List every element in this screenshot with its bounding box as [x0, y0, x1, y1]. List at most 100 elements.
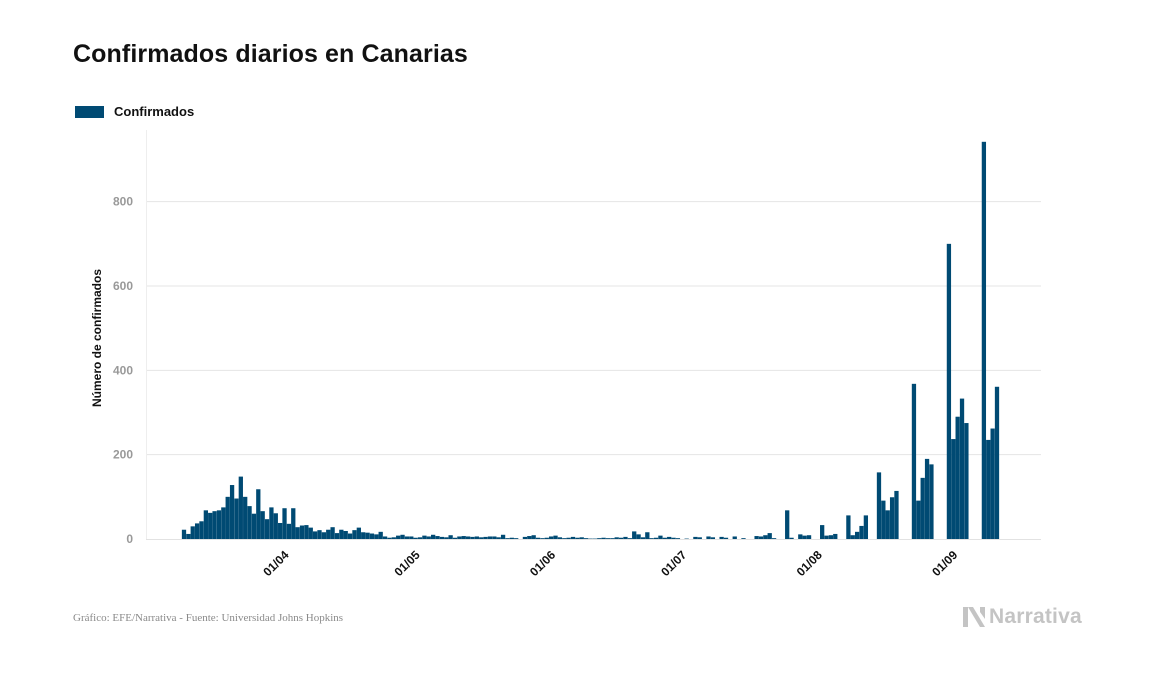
bar [920, 477, 925, 539]
y-axis-label: Número de confirmados [90, 268, 104, 408]
bar [955, 416, 960, 539]
bar [627, 538, 632, 539]
bar [221, 507, 226, 539]
bar [291, 508, 296, 539]
chart-title: Confirmados diarios en Canarias [73, 40, 468, 68]
bar [632, 531, 637, 539]
bar [238, 476, 243, 539]
bar [719, 536, 724, 539]
bar [535, 537, 541, 539]
y-tick-label: 400 [113, 363, 133, 377]
bar [850, 535, 855, 539]
bar [391, 537, 396, 539]
bar [400, 534, 405, 539]
bar [404, 536, 410, 539]
bar [946, 243, 952, 539]
x-tick-labels: 01/04 01/05 01/06 01/07 01/08 01/09 [260, 548, 960, 579]
bar [444, 537, 449, 539]
bar [889, 497, 895, 539]
bar [199, 521, 204, 539]
bar [260, 511, 265, 539]
bar [225, 496, 230, 539]
bar [531, 535, 536, 539]
bar [994, 386, 1000, 539]
bar [557, 537, 563, 539]
bar [697, 537, 702, 539]
x-tick-label: 01/06 [527, 548, 558, 579]
bar [789, 537, 794, 539]
bar [457, 536, 462, 539]
bar [986, 439, 991, 539]
bar [435, 536, 440, 539]
bar [251, 513, 257, 539]
bar [741, 538, 746, 539]
bar [623, 536, 628, 539]
bar [378, 531, 383, 539]
bar [278, 522, 283, 539]
bar [575, 537, 580, 539]
bar [894, 490, 899, 539]
bar [479, 537, 484, 539]
bar [876, 472, 882, 539]
bar [601, 537, 606, 539]
bar [509, 537, 514, 539]
bar [785, 510, 790, 539]
bar [916, 500, 921, 539]
bar [365, 532, 370, 539]
bar [553, 535, 558, 539]
y-tick-label: 200 [113, 448, 133, 462]
brand: Narrativa [963, 605, 1082, 629]
bar [216, 510, 222, 539]
bar [859, 525, 864, 539]
bar [256, 489, 261, 539]
bar [667, 536, 672, 539]
bar [636, 534, 641, 539]
bar [452, 537, 458, 539]
bar [496, 537, 501, 539]
bar [732, 536, 737, 539]
bar [409, 536, 414, 539]
bar [754, 536, 759, 539]
bar [347, 533, 353, 539]
bar [387, 537, 392, 539]
bar [352, 530, 357, 539]
bar [361, 532, 366, 539]
bar [326, 529, 331, 539]
x-tick-label: 01/05 [392, 548, 423, 579]
bar [767, 533, 772, 539]
bar [286, 523, 292, 539]
bar [671, 537, 676, 539]
bar [990, 428, 995, 539]
bar [798, 534, 803, 539]
x-tick-label: 01/09 [929, 548, 960, 579]
bar [675, 538, 681, 539]
bar [339, 529, 344, 539]
bar [234, 498, 239, 539]
bar [527, 536, 532, 539]
bar [959, 398, 965, 539]
bar [981, 141, 987, 539]
bar [911, 383, 917, 539]
bar [583, 538, 589, 539]
bar [570, 536, 576, 539]
bar [321, 532, 327, 539]
bar [208, 512, 213, 539]
y-tick-labels: 0 200 400 600 800 [113, 195, 133, 546]
bar [618, 537, 624, 539]
bar [282, 508, 287, 539]
bar [247, 506, 252, 539]
bar [605, 538, 611, 539]
source-note: Gráfico: EFE/Narrativa - Fuente: Univers… [73, 612, 344, 624]
bar [374, 534, 379, 539]
bar [610, 538, 615, 539]
bar [544, 537, 549, 539]
bar [470, 536, 475, 539]
bar [212, 511, 217, 539]
narrativa-logo-icon [963, 607, 985, 627]
bar [190, 526, 195, 539]
bar [597, 538, 602, 539]
bar [706, 536, 711, 539]
bar [308, 527, 313, 539]
bar [474, 536, 479, 539]
bar [396, 535, 401, 539]
